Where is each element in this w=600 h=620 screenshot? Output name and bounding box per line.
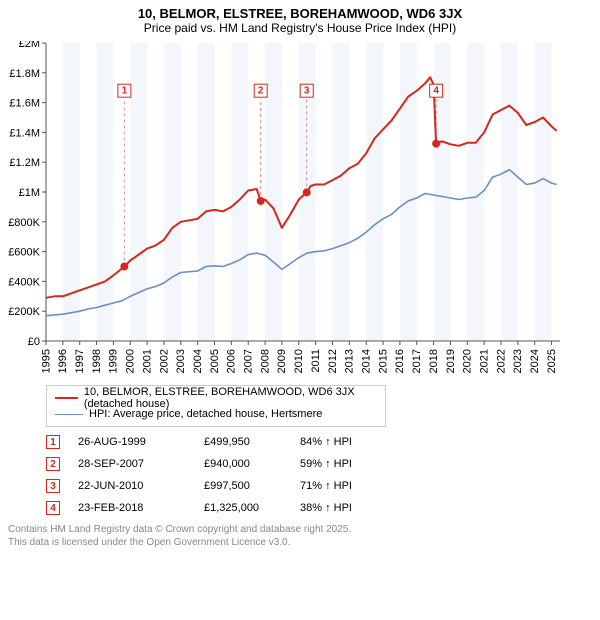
svg-text:£200K: £200K xyxy=(8,306,40,318)
svg-text:2006: 2006 xyxy=(226,349,238,373)
svg-text:2010: 2010 xyxy=(293,349,305,373)
svg-text:2022: 2022 xyxy=(495,349,507,373)
transaction-row: 1 26-AUG-1999 £499,950 84% ↑ HPI xyxy=(46,431,590,453)
transaction-marker: 1 xyxy=(46,435,60,449)
svg-text:2002: 2002 xyxy=(158,349,170,373)
svg-text:2011: 2011 xyxy=(310,349,322,373)
svg-text:1997: 1997 xyxy=(74,349,86,373)
svg-text:2008: 2008 xyxy=(259,349,271,373)
footer-attribution: Contains HM Land Registry data © Crown c… xyxy=(8,523,592,549)
legend-swatch xyxy=(55,414,83,415)
transaction-pct: 84% ↑ HPI xyxy=(300,436,390,448)
svg-text:2023: 2023 xyxy=(512,349,524,373)
svg-text:4: 4 xyxy=(433,86,439,97)
transaction-pct: 38% ↑ HPI xyxy=(300,502,390,514)
chart-area: £0 £200K £400K £600K £800K £1M £1.2M £1.4M £1.6M… xyxy=(0,41,600,381)
svg-text:£600K: £600K xyxy=(8,247,40,259)
title-line1: 10, BELMOR, ELSTREE, BOREHAMWOOD, WD6 3J… xyxy=(0,6,600,21)
svg-text:1: 1 xyxy=(122,86,128,97)
transaction-price: £940,000 xyxy=(204,458,294,470)
svg-text:3: 3 xyxy=(304,86,310,97)
transaction-row: 3 22-JUN-2010 £997,500 71% ↑ HPI xyxy=(46,475,590,497)
svg-text:£1.8M: £1.8M xyxy=(9,68,40,80)
transaction-marker: 3 xyxy=(46,479,60,493)
footer-line2: This data is licensed under the Open Gov… xyxy=(8,536,592,549)
legend-label: 10, BELMOR, ELSTREE, BOREHAMWOOD, WD6 3J… xyxy=(84,386,377,410)
svg-text:2018: 2018 xyxy=(428,349,440,373)
footer-line1: Contains HM Land Registry data © Crown c… xyxy=(8,523,592,536)
transaction-price: £997,500 xyxy=(204,480,294,492)
svg-text:£1.6M: £1.6M xyxy=(9,98,40,110)
svg-text:£400K: £400K xyxy=(8,276,40,288)
title-line2: Price paid vs. HM Land Registry's House … xyxy=(0,21,600,35)
svg-text:2013: 2013 xyxy=(344,349,356,373)
svg-text:2009: 2009 xyxy=(276,349,288,373)
svg-text:£2M: £2M xyxy=(19,41,40,50)
svg-text:2014: 2014 xyxy=(360,349,372,373)
svg-text:2007: 2007 xyxy=(243,349,255,373)
transaction-row: 4 23-FEB-2018 £1,325,000 38% ↑ HPI xyxy=(46,497,590,519)
svg-text:2016: 2016 xyxy=(394,349,406,373)
transaction-date: 23-FEB-2018 xyxy=(78,502,198,514)
svg-text:2019: 2019 xyxy=(445,349,457,373)
svg-text:2: 2 xyxy=(258,86,264,97)
price-chart: £0 £200K £400K £600K £800K £1M £1.2M £1.4M £1.6M… xyxy=(0,41,560,381)
transaction-date: 26-AUG-1999 xyxy=(78,436,198,448)
svg-text:2015: 2015 xyxy=(377,349,389,373)
svg-text:1996: 1996 xyxy=(57,349,69,373)
svg-text:1998: 1998 xyxy=(91,349,103,373)
svg-text:£0: £0 xyxy=(28,336,40,348)
svg-text:£1M: £1M xyxy=(19,187,40,199)
svg-text:£1.2M: £1.2M xyxy=(9,157,40,169)
svg-text:£800K: £800K xyxy=(8,217,40,229)
transaction-price: £499,950 xyxy=(204,436,294,448)
transaction-marker: 2 xyxy=(46,457,60,471)
svg-text:2020: 2020 xyxy=(462,349,474,373)
transaction-pct: 59% ↑ HPI xyxy=(300,458,390,470)
legend-row: 10, BELMOR, ELSTREE, BOREHAMWOOD, WD6 3J… xyxy=(55,390,377,406)
transaction-marker: 4 xyxy=(46,501,60,515)
legend: 10, BELMOR, ELSTREE, BOREHAMWOOD, WD6 3J… xyxy=(46,385,386,427)
transaction-price: £1,325,000 xyxy=(204,502,294,514)
svg-text:2000: 2000 xyxy=(125,349,137,373)
legend-swatch xyxy=(55,397,78,399)
svg-text:2025: 2025 xyxy=(546,349,558,373)
svg-text:2004: 2004 xyxy=(192,349,204,373)
svg-text:2012: 2012 xyxy=(327,349,339,373)
transaction-date: 22-JUN-2010 xyxy=(78,480,198,492)
chart-title-block: 10, BELMOR, ELSTREE, BOREHAMWOOD, WD6 3J… xyxy=(0,0,600,35)
svg-text:2001: 2001 xyxy=(141,349,153,373)
transaction-row: 2 28-SEP-2007 £940,000 59% ↑ HPI xyxy=(46,453,590,475)
legend-label: HPI: Average price, detached house, Hert… xyxy=(89,408,322,420)
transactions-table: 1 26-AUG-1999 £499,950 84% ↑ HPI 2 28-SEP-200… xyxy=(46,431,590,519)
svg-text:2017: 2017 xyxy=(411,349,423,373)
svg-text:1999: 1999 xyxy=(108,349,120,373)
transaction-date: 28-SEP-2007 xyxy=(78,458,198,470)
svg-text:2003: 2003 xyxy=(175,349,187,373)
svg-text:1995: 1995 xyxy=(40,349,52,373)
svg-text:2024: 2024 xyxy=(529,349,541,373)
transaction-pct: 71% ↑ HPI xyxy=(300,480,390,492)
svg-text:2005: 2005 xyxy=(209,349,221,373)
svg-text:£1.4M: £1.4M xyxy=(9,127,40,139)
svg-text:2021: 2021 xyxy=(478,349,490,373)
